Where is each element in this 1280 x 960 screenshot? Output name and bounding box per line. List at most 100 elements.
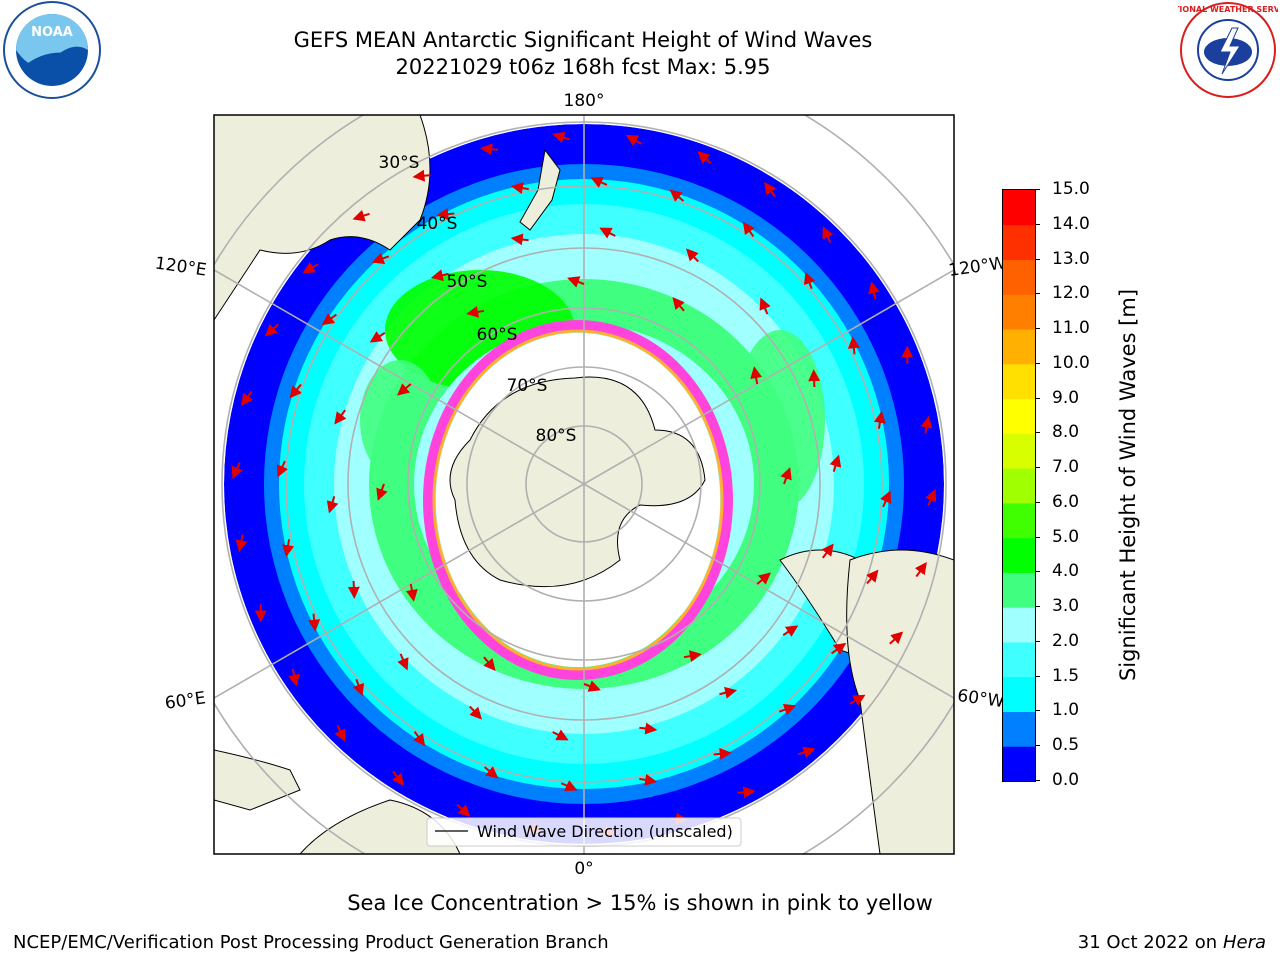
south-america-mainland xyxy=(846,549,954,854)
colorbar-tick-label: 15.0 xyxy=(1052,179,1090,199)
wind-arrow xyxy=(231,462,243,480)
colorbar-tick-label: 1.0 xyxy=(1052,700,1080,721)
colorbar-tick-label: 11.0 xyxy=(1052,318,1090,339)
wind-arrow xyxy=(719,686,738,699)
wind-arrow xyxy=(397,653,409,671)
wind-arrow xyxy=(371,252,390,265)
wind-arrow xyxy=(764,181,777,198)
colorbar-tick-mark xyxy=(1035,467,1040,469)
colorbar-tick-mark xyxy=(1035,189,1040,190)
antarctica xyxy=(449,376,706,588)
wind-arrow xyxy=(369,331,386,343)
wind-arrows xyxy=(231,131,937,837)
wind-arrow xyxy=(483,766,499,779)
wind-arrow xyxy=(683,650,702,663)
colorbar-segment xyxy=(1003,433,1035,469)
colorbar-segment xyxy=(1003,502,1035,539)
lat-label-70s: 70°S xyxy=(507,376,548,396)
map-legend: Wind Wave Direction (unscaled) xyxy=(426,817,742,847)
lon-label-120w: 120°W xyxy=(947,253,1007,281)
chart-title-line1: GEFS MEAN Antarctic Significant Height o… xyxy=(293,28,873,52)
colorbar-segment xyxy=(1003,363,1035,400)
colorbar-segment xyxy=(1003,329,1035,365)
wind-arrow xyxy=(742,221,755,237)
colorbar-segment xyxy=(1003,676,1035,712)
lat-label-30s: 30°S xyxy=(379,153,420,173)
footer-host: Hera xyxy=(1222,932,1266,953)
colorbar-tick-mark xyxy=(1035,571,1040,573)
lon-label-120e: 120°E xyxy=(154,254,208,281)
colorbar-segment xyxy=(1003,294,1035,330)
wind-arrow xyxy=(282,539,295,558)
wind-arrow xyxy=(782,625,799,637)
wind-arrow xyxy=(302,262,319,274)
wind-arrow xyxy=(276,460,288,478)
svg-text:NATIONAL WEATHER SERVICE: NATIONAL WEATHER SERVICE xyxy=(1178,5,1278,14)
wind-arrow xyxy=(778,703,797,716)
wind-arrow xyxy=(235,534,248,553)
wind-arrow xyxy=(352,678,365,697)
colorbar-tick-mark xyxy=(1035,432,1040,434)
colorbar-segment xyxy=(1003,711,1035,747)
wind-arrow xyxy=(780,467,792,485)
longitude-gridlines xyxy=(214,115,954,854)
noaa-logo: NOAA xyxy=(2,0,102,100)
colorbar-tick-mark xyxy=(1035,293,1040,295)
wind-arrow xyxy=(321,313,337,326)
wind-arrow xyxy=(697,151,712,164)
colorbar-tick-label: 8.0 xyxy=(1052,422,1080,443)
colorbar-tick-mark xyxy=(1035,606,1040,608)
wind-arrow xyxy=(469,705,482,720)
colorbar-tick-mark xyxy=(1035,397,1040,399)
wind-arrow xyxy=(510,233,529,246)
wind-arrow xyxy=(822,226,834,243)
chart-title-line2: 20221029 t06z 168h fcst Max: 5.95 xyxy=(395,55,771,79)
wind-arrow xyxy=(821,543,834,559)
colorbar-tick-label: 5.0 xyxy=(1052,526,1080,547)
colorbar-tick-mark xyxy=(1035,780,1040,781)
wind-arrow xyxy=(352,209,370,222)
wind-arrow xyxy=(391,770,404,787)
wind-arrow xyxy=(590,176,608,188)
wind-arrow xyxy=(436,208,455,221)
wind-arrow xyxy=(289,383,302,399)
wind-arrow xyxy=(334,725,346,742)
wind-arrow xyxy=(405,583,418,602)
wind-arrow xyxy=(599,227,616,239)
wind-arrow xyxy=(639,773,658,786)
colorbar-tick-label: 13.0 xyxy=(1052,248,1090,269)
lat-label-40s: 40°S xyxy=(417,214,458,234)
colorbar-tick-mark xyxy=(1035,223,1040,225)
wind-arrow xyxy=(288,668,300,687)
colorbar-tick-label: 12.0 xyxy=(1052,283,1090,304)
wind-arrow xyxy=(803,271,816,290)
colorbar-segment xyxy=(1003,607,1035,643)
colorbar-tick-mark xyxy=(1035,328,1040,330)
wind-arrow xyxy=(264,323,279,337)
colorbar-tick-mark xyxy=(1035,501,1040,503)
colorbar-tick-mark xyxy=(1035,675,1040,677)
colorbar-tick-label: 9.0 xyxy=(1052,387,1080,408)
footer-date: 31 Oct 2022 on xyxy=(1077,932,1223,953)
colorbar-segment xyxy=(1003,398,1035,434)
wind-arrow xyxy=(756,572,772,585)
colorbar-tick-label: 3.0 xyxy=(1052,596,1080,617)
colorbar-segment xyxy=(1003,259,1035,295)
wind-arrow xyxy=(920,415,933,434)
wind-arrow xyxy=(669,189,685,202)
wind-arrow xyxy=(847,336,860,355)
wind-arrow xyxy=(829,454,842,472)
wind-arrow xyxy=(583,680,601,692)
sea-ice-caption: Sea Ice Concentration > 15% is shown in … xyxy=(347,891,933,915)
colorbar-segment xyxy=(1003,641,1035,678)
wind-arrow xyxy=(567,276,585,288)
wind-arrow xyxy=(873,410,886,429)
wind-arrow xyxy=(759,297,771,315)
colorbar-tick-mark xyxy=(1035,258,1040,260)
lon-label-0: 0° xyxy=(574,859,593,879)
lat-label-80s: 80°S xyxy=(536,426,577,446)
svg-text:NOAA: NOAA xyxy=(31,25,73,40)
wind-arrow xyxy=(347,580,360,599)
wind-arrow xyxy=(866,569,879,585)
